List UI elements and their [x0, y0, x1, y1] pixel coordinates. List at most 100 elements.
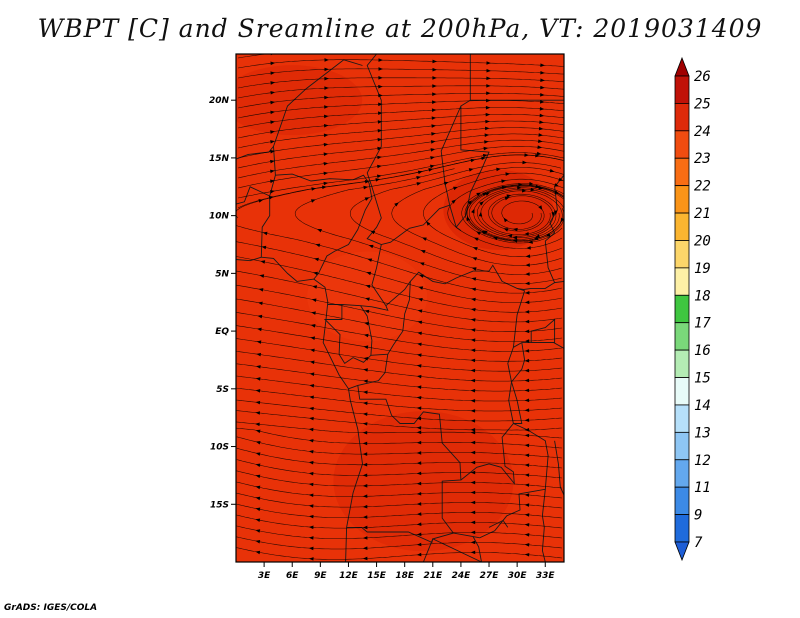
colorbar-bottom-arrow: [674, 541, 690, 562]
streamline-arrow: [470, 470, 476, 475]
streamline-arrow: [538, 205, 543, 211]
streamline-arrow: [430, 140, 436, 144]
streamline-arrow: [310, 348, 315, 353]
streamline-arrow: [451, 199, 457, 204]
streamline-arrow: [255, 400, 261, 405]
streamline: [237, 77, 564, 89]
streamline-arrow: [324, 76, 329, 81]
streamline-arrow: [482, 230, 488, 235]
colorbar-swatch: [674, 294, 690, 324]
streamline-arrow: [323, 123, 329, 128]
streamline-arrow: [255, 550, 261, 555]
streamline: [237, 85, 564, 99]
longitude-axis: 3E 6E 9E 12E 15E 18E 21E 24E 27E 30E 33E: [258, 562, 555, 581]
streamline: [237, 68, 564, 79]
streamline-arrow: [416, 522, 422, 527]
streamline-arrow: [512, 239, 518, 243]
border-line: [236, 146, 274, 160]
streamline-arrow: [416, 406, 422, 411]
streamline-arrow: [364, 179, 370, 184]
streamline-arrow: [431, 132, 436, 136]
streamline-arrow: [430, 156, 435, 160]
streamline-arrow: [312, 285, 318, 289]
streamline-arrow: [479, 201, 484, 206]
streamline-arrow: [365, 297, 370, 301]
streamline-arrow: [362, 441, 368, 446]
colorbar-swatch: [674, 157, 690, 187]
colorbar-label: 9: [694, 508, 702, 524]
streamline-arrow: [416, 461, 422, 465]
colorbar-label: 21: [694, 206, 711, 222]
streamline: [236, 225, 563, 294]
streamline-arrow: [470, 510, 476, 515]
streamline-arrow: [470, 328, 476, 332]
y-tick-label: 10S: [210, 443, 229, 453]
streamline-arrow: [431, 124, 437, 128]
streamline-arrow: [270, 120, 275, 125]
streamline: [236, 375, 563, 402]
streamline-arrow: [482, 153, 488, 158]
streamline: [237, 133, 564, 169]
streamline: [237, 127, 564, 159]
field-shading: [236, 65, 554, 552]
streamline-arrow: [524, 427, 530, 432]
border-line: [541, 489, 546, 562]
streamline: [236, 470, 563, 489]
streamline-arrow: [258, 199, 264, 203]
streamline-arrow: [512, 236, 518, 240]
streamline-arrow: [422, 237, 427, 241]
streamline-arrow: [470, 440, 476, 445]
streamline: [477, 188, 564, 237]
streamline-arrow: [540, 85, 545, 90]
streamline-arrow: [486, 76, 491, 81]
streamline-arrow: [370, 230, 376, 235]
colorbar-swatch: [674, 431, 690, 461]
streamline-arrow: [530, 187, 536, 192]
colorbar-label: 26: [694, 69, 711, 85]
streamline-arrow: [324, 95, 329, 100]
streamline-arrow: [255, 440, 261, 445]
colorbar-swatch: [674, 377, 690, 406]
streamline-arrow: [551, 212, 556, 217]
streamline-arrow: [416, 416, 422, 421]
streamline-arrow: [417, 331, 422, 336]
streamline-arrow: [486, 98, 491, 103]
streamline-arrow: [258, 288, 264, 292]
streamline-arrow: [538, 133, 544, 137]
streamline-arrow: [377, 137, 383, 142]
footer-credit: GrADS: IGES/COLA: [4, 603, 98, 613]
streamline-arrow: [416, 552, 422, 557]
streamline: [236, 284, 563, 332]
streamline-arrow: [443, 181, 449, 186]
streamline: [236, 270, 563, 323]
streamline-arrow: [258, 301, 263, 306]
border-line: [455, 54, 490, 228]
map-frame: [235, 53, 565, 563]
streamline-arrow: [417, 297, 423, 302]
border-line: [554, 440, 564, 496]
border-line: [366, 186, 462, 245]
streamline-arrow: [524, 310, 530, 314]
streamline-arrow: [260, 260, 266, 264]
streamline-arrow: [473, 237, 479, 242]
colorbar-label: 17: [694, 316, 711, 332]
streamline: [349, 162, 563, 275]
streamline: [236, 350, 563, 382]
streamline-arrow: [431, 108, 437, 112]
streamline: [236, 387, 563, 412]
border-line: [323, 304, 373, 365]
streamline-arrow: [470, 550, 476, 555]
streamline-arrow: [416, 353, 422, 357]
streamline-arrow: [362, 412, 368, 416]
streamline-arrow: [507, 234, 513, 238]
y-tick-label: 15S: [210, 500, 229, 510]
streamline-arrow: [363, 379, 368, 384]
streamline: [237, 139, 564, 179]
streamline-arrow: [540, 63, 545, 67]
streamline-arrow: [255, 463, 261, 468]
streamline-arrow: [549, 168, 555, 173]
streamline-arrow: [362, 536, 368, 540]
colorbar-top-arrow: [674, 56, 690, 77]
streamline-arrow: [426, 221, 431, 226]
